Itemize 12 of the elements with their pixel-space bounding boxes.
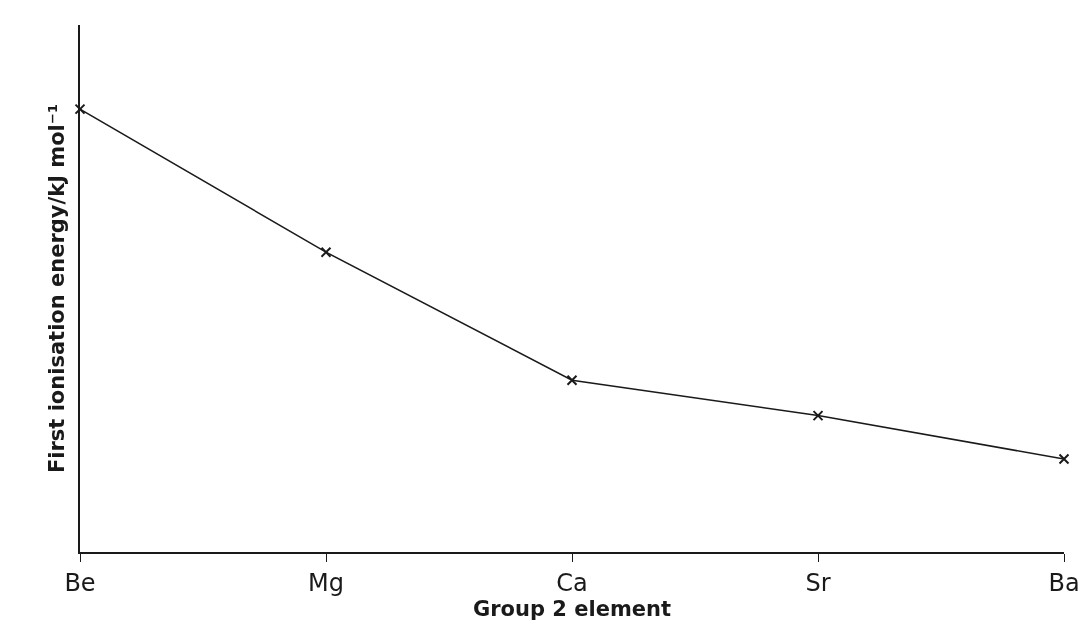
- x-tick-label: Ba: [1048, 568, 1080, 597]
- x-axis-title: Group 2 element: [472, 596, 672, 621]
- point: [74, 103, 86, 115]
- point: [320, 246, 332, 258]
- point: [1058, 453, 1070, 465]
- point: [812, 410, 824, 422]
- x-tick-label: Sr: [805, 568, 831, 597]
- x-tick-label: Be: [64, 568, 96, 597]
- x-tick-label: Mg: [308, 568, 344, 597]
- y-axis-title: First ionisation energy/kJ mol⁻¹: [44, 103, 69, 474]
- point: [566, 374, 578, 386]
- x-tick-label: Ca: [556, 568, 588, 597]
